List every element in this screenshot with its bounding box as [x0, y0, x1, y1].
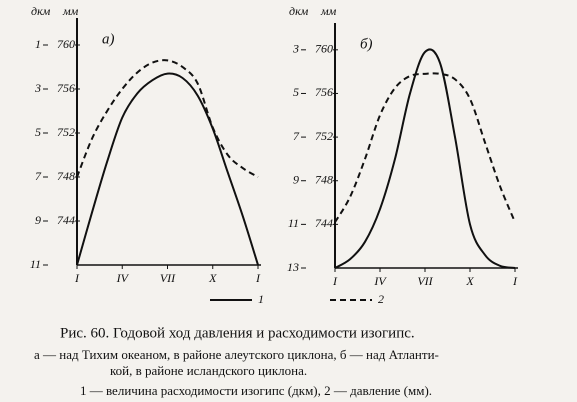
caption-line: а — над Тихим океаном, в районе алеутско… — [34, 347, 439, 362]
x-tick-label: I — [332, 274, 338, 288]
line-series — [76, 59, 259, 178]
x-tick-label: X — [465, 274, 474, 288]
y2-tick-label: 760 — [57, 37, 75, 51]
y2-tick-label: 756 — [57, 81, 75, 95]
y2-tick-label: 748 — [315, 172, 333, 186]
line-series — [334, 48, 516, 269]
y-tick-label: 13 — [287, 260, 299, 274]
chart-title: а) — [102, 31, 115, 47]
y2-tick-label: 756 — [315, 85, 333, 99]
y2-tick-label: 748 — [57, 169, 75, 183]
y-tick-label: 11 — [288, 216, 299, 230]
x-tick-label: I — [512, 274, 518, 288]
y2-tick-label: 744 — [57, 213, 75, 227]
y2-tick-label: 752 — [57, 125, 75, 139]
y-tick-label: 5 — [35, 125, 41, 139]
x-tick-label: X — [208, 271, 217, 285]
line-series — [76, 72, 259, 266]
y-tick-label: 1 — [35, 37, 41, 51]
line-series — [334, 72, 516, 223]
y-tick-label: 9 — [293, 172, 299, 186]
caption-line: 1 — величина расходимости изогипс (дкм),… — [80, 383, 432, 398]
y-axis-label: дкм — [289, 4, 309, 18]
x-tick-label: IV — [116, 271, 130, 285]
x-tick-label: I — [74, 271, 80, 285]
x-tick-label: VII — [417, 274, 433, 288]
caption-line: Рис. 60. Годовой ход давления и расходим… — [60, 325, 415, 341]
legend-label: 2 — [378, 292, 384, 306]
y-tick-label: 7 — [35, 169, 42, 183]
x-tick-label: VII — [160, 271, 176, 285]
y-tick-label: 5 — [293, 85, 299, 99]
y-tick-label: 11 — [30, 257, 41, 271]
y-tick-label: 9 — [35, 213, 41, 227]
y-tick-label: 3 — [34, 81, 41, 95]
y2-tick-label: 752 — [315, 129, 333, 143]
y-tick-label: 7 — [293, 129, 300, 143]
chart-title: б) — [360, 36, 373, 52]
y2-axis-label: мм — [62, 4, 79, 18]
x-tick-label: I — [255, 271, 261, 285]
y2-axis-label: мм — [320, 4, 337, 18]
y-tick-label: 3 — [292, 42, 299, 56]
y-axis-label: дкм — [31, 4, 51, 18]
legend-label: 1 — [258, 292, 264, 306]
y2-tick-label: 744 — [315, 216, 333, 230]
caption-line: кой, в районе исландского циклона. — [110, 363, 307, 378]
x-tick-label: IV — [373, 274, 387, 288]
y2-tick-label: 760 — [315, 42, 333, 56]
